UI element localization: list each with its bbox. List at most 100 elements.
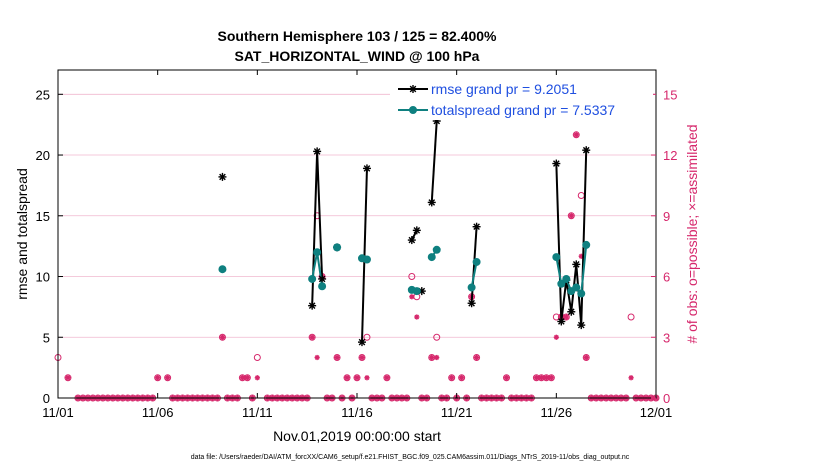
y2-tick-label: 6: [663, 270, 670, 285]
obs-possible-marker: [582, 354, 590, 362]
rmse-point: [472, 222, 481, 231]
y-axis-label: rmse and totalspread: [14, 168, 30, 300]
obs-assimilated-marker: [155, 375, 161, 381]
chart-title-line1: Southern Hemisphere 103 / 125 = 82.400%: [218, 28, 498, 44]
rmse-point: [357, 338, 366, 347]
x-tick-label: 11/21: [441, 405, 473, 420]
x-tick-label: 11/16: [341, 405, 373, 420]
obs-possible-marker: [572, 131, 580, 139]
x-axis-ticks: 11/01 11/06 11/11 11/16 11/21 11/26 12/01: [42, 70, 672, 420]
obs-possible-marker: [458, 374, 466, 382]
obs-possible-marker: [448, 374, 456, 382]
rmse-point: [362, 164, 371, 173]
obs-assimilated-marker: [563, 314, 569, 320]
obs-possible-marker: [353, 374, 361, 382]
x-axis-label: Nov.01,2019 00:00:00 start: [273, 428, 441, 444]
y-axis-ticks: 0 5 10 15 20 25: [36, 87, 63, 406]
spread-point: [572, 283, 581, 292]
series-layer: [218, 117, 591, 347]
spread-point: [308, 274, 317, 283]
y-tick-label: 15: [36, 209, 50, 224]
rmse-point: [567, 307, 576, 316]
spread-point: [557, 279, 566, 288]
spread-point: [432, 245, 441, 254]
x-tick-label: 11/06: [142, 405, 174, 420]
obs-assimilated-marker: [219, 334, 226, 340]
obs-assimilated-marker: [459, 375, 465, 381]
spread-point: [412, 287, 421, 296]
obs-assimilated-marker: [314, 354, 320, 361]
legend-rmse-label: rmse grand pr = 9.2051: [431, 81, 577, 97]
obs-assimilated-marker: [364, 375, 370, 381]
obs-assimilated-marker: [354, 375, 360, 381]
obs-assimilated-marker: [568, 213, 574, 219]
obs-assimilated-marker: [503, 375, 510, 381]
obs-possible-marker: [433, 333, 441, 341]
rmse-point: [318, 274, 327, 283]
obs-possible-marker: [343, 374, 351, 382]
rmse-line: [430, 120, 438, 203]
x-tick-label: 12/01: [640, 405, 673, 420]
obs-assimilated-marker: [254, 375, 260, 381]
obs-assimilated-marker: [449, 375, 455, 381]
obs-assimilated-marker: [309, 334, 315, 340]
obs-possible-marker: [164, 374, 172, 382]
spread-point: [562, 274, 571, 283]
obs-assimilated-marker: [244, 375, 250, 381]
legend-rmse-marker: [409, 85, 417, 93]
rmse-point: [557, 317, 566, 326]
y2-tick-label: 3: [663, 330, 670, 345]
spread-point: [467, 283, 476, 292]
obs-possible-marker: [308, 333, 316, 341]
obs-possible-marker: [358, 354, 366, 362]
rmse-point: [467, 299, 476, 308]
rmse-point: [412, 226, 421, 235]
obs-assimilated-marker: [429, 354, 435, 361]
obs-assimilated-marker: [384, 375, 390, 381]
spread-point: [472, 257, 481, 266]
x-tick-label: 11/01: [42, 405, 74, 420]
rmse-point: [577, 321, 586, 330]
y2-tick-label: 0: [663, 391, 670, 406]
obs-assimilated-marker: [65, 375, 71, 381]
rmse-point: [572, 260, 581, 269]
obs-assimilated-marker: [344, 375, 350, 381]
spread-point: [582, 240, 591, 249]
y2-tick-label: 15: [663, 87, 677, 102]
obs-assimilated-marker: [334, 354, 340, 361]
legend-box: [390, 76, 653, 120]
obs-possible-marker: [567, 212, 575, 220]
obs-assimilated-marker: [239, 375, 245, 381]
obs-assimilated-marker: [553, 334, 559, 340]
x-tick-label: 11/11: [242, 405, 273, 420]
x-tick-label: 11/26: [541, 405, 573, 420]
rmse-point: [313, 147, 322, 156]
rmse-point: [218, 172, 227, 181]
y2-axis-label: # of obs: o=possible; ×=assimilated: [684, 124, 700, 343]
obs-assimilated-marker: [533, 375, 539, 381]
y-tick-label: 25: [36, 87, 50, 102]
legend: rmse grand pr = 9.2051 totalspread grand…: [390, 76, 653, 120]
obs-possible-marker: [363, 333, 371, 341]
obs-assimilated-marker: [538, 375, 544, 381]
obs-assimilated-marker: [414, 314, 420, 320]
legend-spread-dot: [409, 106, 417, 114]
legend-spread-marker: [409, 106, 417, 114]
footnote: data file: /Users/raeder/DAI/ATM_forcXX/…: [191, 454, 630, 461]
rmse-point: [582, 146, 591, 155]
spread-point: [313, 248, 322, 257]
spread-point: [552, 253, 561, 262]
spread-point: [333, 243, 342, 252]
obs-possible-marker: [473, 354, 481, 362]
obs-possible-marker: [64, 374, 72, 382]
rmse-point: [407, 236, 416, 245]
obs-possible-marker: [154, 374, 162, 382]
rmse-point: [427, 198, 436, 207]
obs-assimilated-marker: [474, 354, 480, 361]
y-tick-label: 5: [43, 330, 50, 345]
y2-tick-label: 12: [663, 148, 677, 163]
obs-possible-marker: [503, 374, 510, 382]
y-tick-label: 0: [43, 391, 50, 406]
y-tick-label: 20: [36, 148, 50, 163]
